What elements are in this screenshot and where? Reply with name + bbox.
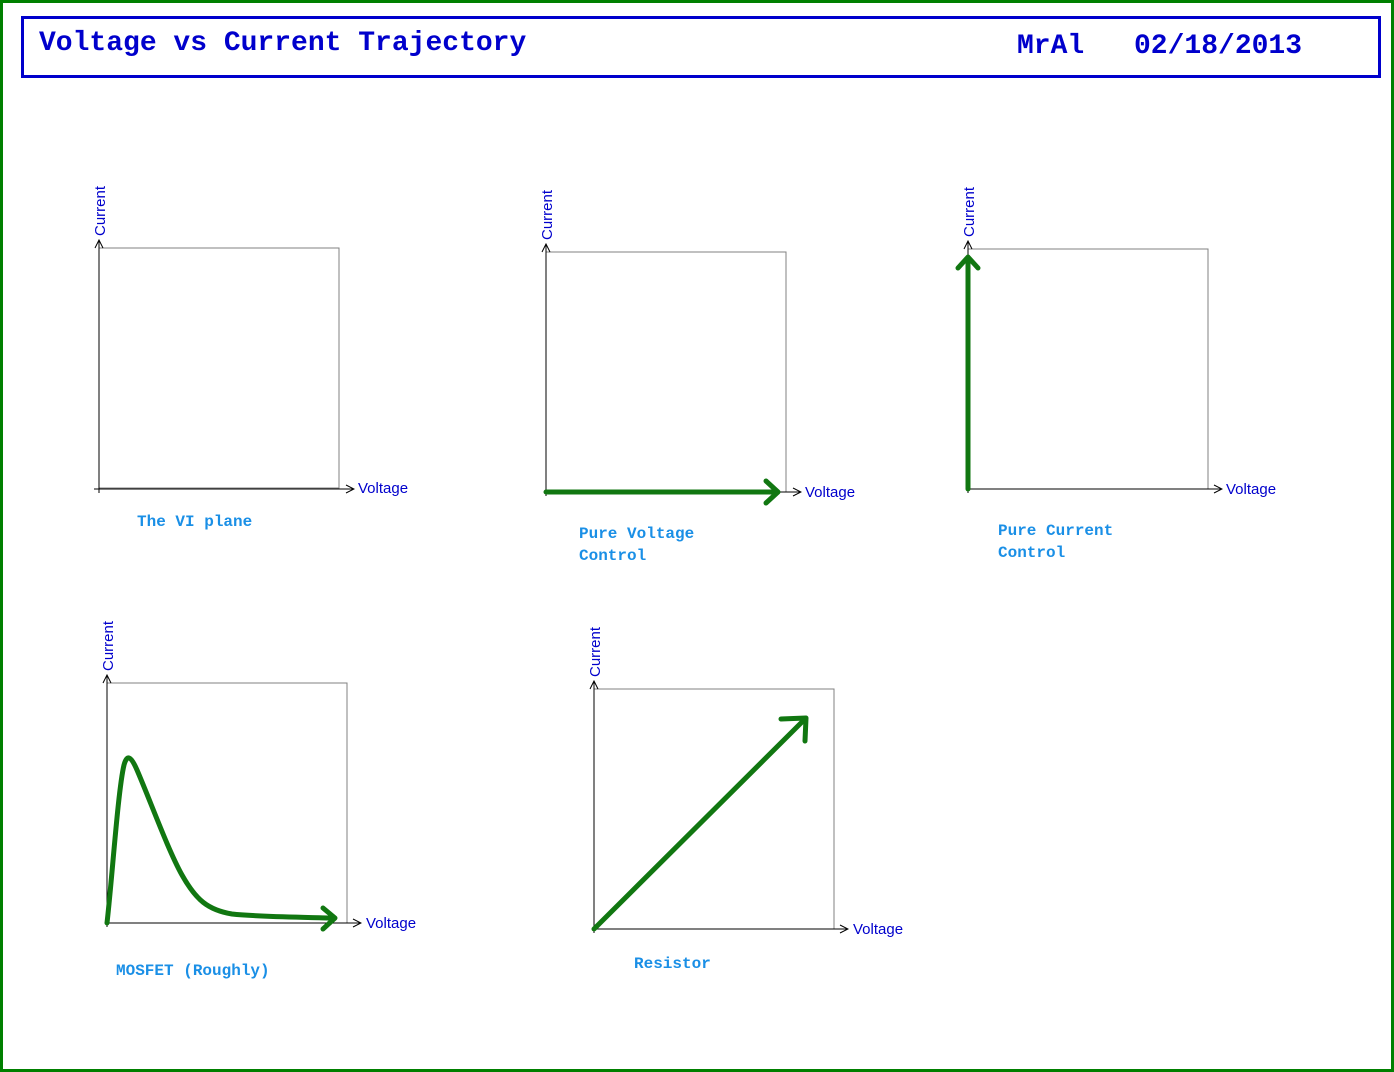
trajectory-arrowhead [778,715,809,744]
trajectory-mosfet-curve [104,755,338,932]
trajectory-line [104,755,333,926]
y-axis-label: Current [587,626,604,677]
y-axis-label: Current [961,186,978,237]
x-axis-label: Voltage [805,484,855,501]
x-axis-label: Voltage [1226,481,1276,498]
y-axis-label: Current [100,620,117,671]
panel-caption-line-1: Pure Current [998,522,1113,540]
plot-box [98,247,340,489]
panel-caption: Resistor [634,955,711,973]
plot-box [545,251,787,493]
trajectory-diagonal [591,715,809,932]
y-axis-label: Current [92,185,109,236]
plot-box [106,682,348,924]
trajectory-arrowhead [955,254,981,271]
x-axis-label: Voltage [853,921,903,938]
header-box: Voltage vs Current Trajectory MrAl 02/18… [21,16,1381,78]
trajectory-arrowhead [763,478,781,506]
trajectory-line [591,717,807,932]
trajectory-vertical [955,254,981,492]
trajectory-horizontal [543,478,781,506]
x-axis-label: Voltage [366,915,416,932]
plot-box [967,248,1209,490]
y-axis-label: Current [539,189,556,240]
panel-caption-line-2: Control [998,544,1065,562]
panel-mosfet: Voltage Current MOSFET (Roughly) [100,620,416,980]
trajectory-arrowhead [320,905,338,932]
page-title: Voltage vs Current Trajectory [39,28,527,59]
date-label: 02/18/2013 [1134,31,1303,62]
panel-pure-current: Voltage Current Pure Current Control [955,186,1276,562]
panel-caption-line-1: Pure Voltage [579,525,694,543]
panel-caption: MOSFET (Roughly) [116,962,270,980]
panel-caption-line-2: Control [579,547,646,565]
panel-pure-voltage: Voltage Current Pure Voltage Control [539,189,855,565]
panel-caption: The VI plane [137,513,252,531]
panel-vi-plane: Voltage Current The VI plane [92,185,408,531]
author-name: MrAl [1017,31,1085,62]
x-axis-label: Voltage [358,480,408,497]
panel-resistor: Voltage Current Resistor [587,626,903,973]
